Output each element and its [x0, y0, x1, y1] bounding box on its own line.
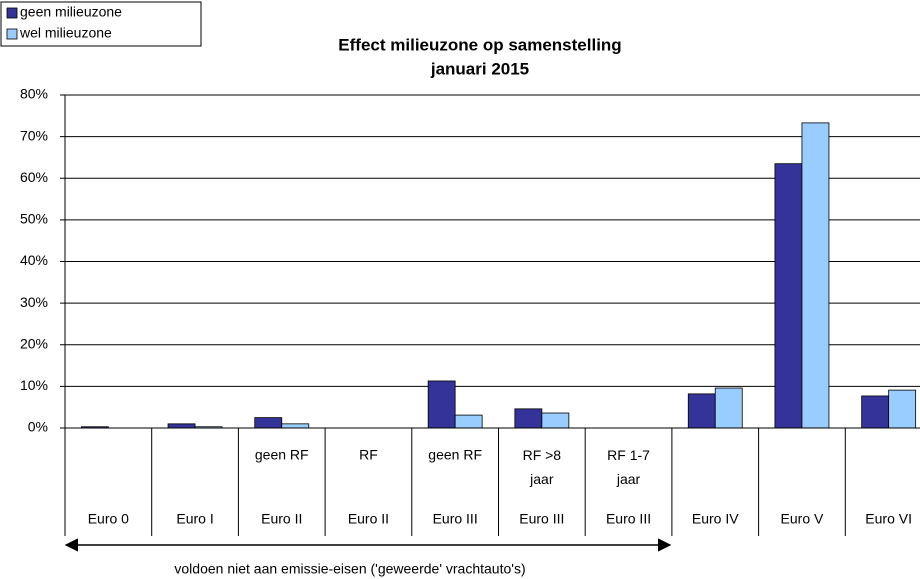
y-tick-label: 80% — [20, 86, 48, 102]
annotation: voldoen niet aan emissie-eisen ('geweerd… — [174, 561, 525, 577]
bar — [687, 393, 716, 429]
x-sublabel: geen RF — [255, 447, 309, 463]
legend-swatch — [6, 28, 18, 40]
x-tick-label: Euro II — [348, 511, 389, 527]
y-tick-label: 70% — [20, 127, 48, 143]
bar — [801, 122, 830, 429]
legend-swatch — [6, 7, 18, 19]
y-tick-label: 20% — [20, 335, 48, 351]
chart-title: Effect milieuzone op samenstelling — [338, 35, 621, 54]
y-tick-label: 30% — [20, 294, 48, 310]
y-tick-label: 60% — [20, 169, 48, 185]
legend-box — [0, 1, 202, 47]
x-tick-label: Euro III — [606, 511, 651, 527]
x-sublabel: geen RF — [428, 447, 482, 463]
x-tick-label: Euro III — [519, 511, 564, 527]
x-tick-label: Euro V — [781, 511, 824, 527]
bar — [888, 389, 917, 429]
y-tick-label: 10% — [20, 377, 48, 393]
y-tick-label: 0% — [28, 419, 48, 435]
x-tick-label: Euro 0 — [88, 511, 129, 527]
chart-subtitle: januari 2015 — [430, 59, 529, 78]
y-tick-label: 50% — [20, 211, 48, 227]
x-tick-label: Euro IV — [692, 511, 739, 527]
legend-label: wel milieuzone — [19, 25, 112, 41]
bar — [454, 414, 483, 429]
x-sublabel: RF >8 jaar — [523, 447, 562, 487]
bar — [167, 423, 196, 429]
x-sublabel: RF 1-7 jaar — [607, 447, 650, 487]
bar — [514, 408, 543, 429]
x-tick-label: Euro III — [433, 511, 478, 527]
bar — [427, 380, 456, 429]
bar — [714, 387, 743, 429]
bar — [254, 417, 283, 429]
x-tick-label: Euro VI — [865, 511, 912, 527]
bar — [861, 395, 890, 429]
x-sublabel: RF — [359, 447, 378, 463]
x-tick-label: Euro I — [176, 511, 213, 527]
x-tick-label: Euro II — [261, 511, 302, 527]
y-tick-label: 40% — [20, 252, 48, 268]
bar — [774, 163, 803, 429]
legend-label: geen milieuzone — [20, 4, 122, 20]
bar — [281, 423, 310, 429]
bar — [541, 412, 570, 429]
